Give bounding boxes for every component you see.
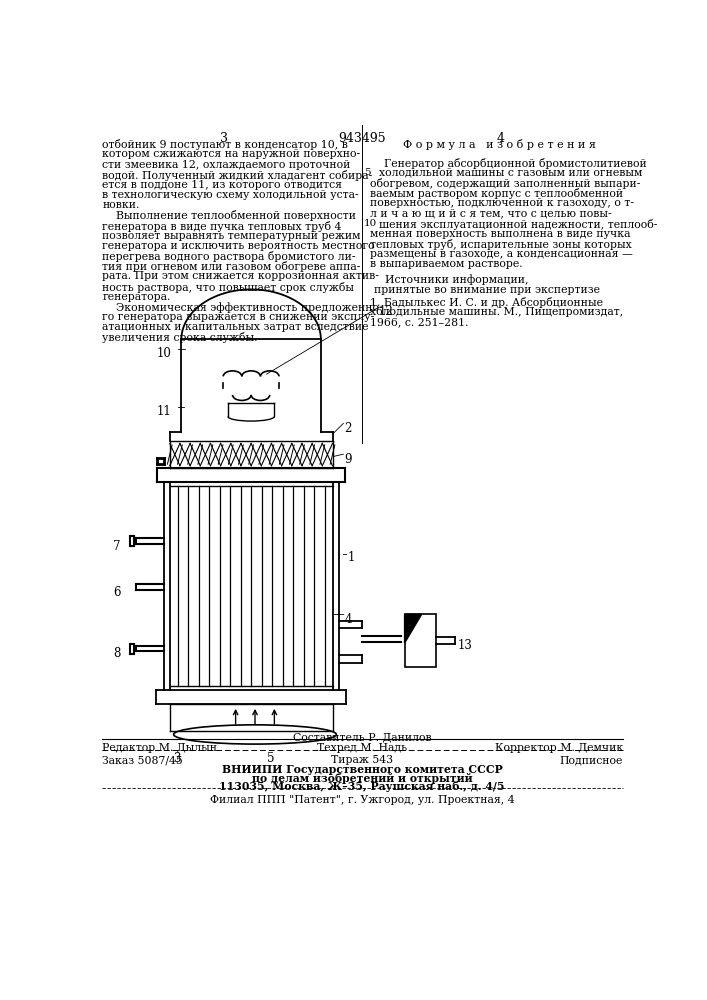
Text: 8: 8 bbox=[113, 647, 121, 660]
Text: Редактор М. Дылын: Редактор М. Дылын bbox=[103, 743, 217, 753]
Text: Корректор М. Демчик: Корректор М. Демчик bbox=[495, 743, 623, 753]
Text: принятые во внимание при экспертизе: принятые во внимание при экспертизе bbox=[373, 285, 600, 295]
Text: 13: 13 bbox=[457, 639, 472, 652]
Text: отбойник 9 поступают в конденсатор 10, в: отбойник 9 поступают в конденсатор 10, в bbox=[103, 139, 349, 150]
Text: Генератор абсорбционной бромистолитиевой: Генератор абсорбционной бромистолитиевой bbox=[370, 158, 646, 169]
Text: 9: 9 bbox=[344, 453, 351, 466]
Text: 10: 10 bbox=[156, 347, 172, 360]
Text: атационных и капитальных затрат вследствие: атационных и капитальных затрат вследств… bbox=[103, 322, 369, 332]
Text: сти змеевика 12, охлаждаемого проточной: сти змеевика 12, охлаждаемого проточной bbox=[103, 160, 351, 170]
Text: Филиал ППП "Патент", г. Ужгород, ул. Проектная, 4: Филиал ППП "Патент", г. Ужгород, ул. Про… bbox=[210, 795, 514, 805]
Text: генератора в виде пучка тепловых труб 4: генератора в виде пучка тепловых труб 4 bbox=[103, 221, 341, 232]
Text: 2: 2 bbox=[344, 422, 351, 435]
Bar bbox=[404, 614, 436, 667]
Text: Техред М. Надь: Техред М. Надь bbox=[317, 743, 407, 753]
Text: ется в поддоне 11, из которого отводится: ется в поддоне 11, из которого отводится bbox=[103, 180, 342, 190]
Text: 12: 12 bbox=[379, 305, 394, 318]
Text: 4: 4 bbox=[344, 613, 351, 626]
Text: менная поверхность выполнена в виде пучка: менная поверхность выполнена в виде пучк… bbox=[370, 229, 630, 239]
Text: 7: 7 bbox=[113, 540, 121, 553]
Text: 5: 5 bbox=[267, 752, 274, 765]
Text: 3: 3 bbox=[220, 132, 228, 145]
Text: л и ч а ю щ и й с я тем, что с целью повы-: л и ч а ю щ и й с я тем, что с целью пов… bbox=[370, 208, 612, 218]
Text: 10: 10 bbox=[364, 219, 378, 228]
Text: го генератора выражается в снижении эксплу-: го генератора выражается в снижении эксп… bbox=[103, 312, 375, 322]
Text: холодильной машины с газовым или огневым: холодильной машины с газовым или огневым bbox=[379, 168, 643, 178]
Text: 5: 5 bbox=[364, 168, 371, 177]
Text: в выпариваемом растворе.: в выпариваемом растворе. bbox=[370, 259, 522, 269]
Text: Ф о р м у л а   и з о б р е т е н и я: Ф о р м у л а и з о б р е т е н и я bbox=[403, 139, 595, 150]
Text: Подписное: Подписное bbox=[560, 755, 623, 765]
Text: ность раствора, что повышает срок службы: ность раствора, что повышает срок службы bbox=[103, 282, 354, 293]
Text: в технологическую схему холодильной уста-: в технологическую схему холодильной уста… bbox=[103, 190, 359, 200]
Text: ваемым раствором корпус с теплообменной: ваемым раствором корпус с теплообменной bbox=[370, 188, 623, 199]
Text: ВНИИПИ Государственного комитета СССР: ВНИИПИ Государственного комитета СССР bbox=[221, 764, 503, 775]
Text: обогревом, содержащий заполненный выпари-: обогревом, содержащий заполненный выпари… bbox=[370, 178, 640, 189]
Text: Тираж 543: Тираж 543 bbox=[331, 755, 393, 765]
Text: генератора.: генератора. bbox=[103, 292, 170, 302]
Text: рата. При этом снижается коррозионная актив-: рата. При этом снижается коррозионная ак… bbox=[103, 271, 379, 281]
Text: тепловых труб, испарительные зоны которых: тепловых труб, испарительные зоны которы… bbox=[370, 239, 631, 250]
Text: перегрева водного раствора бромистого ли-: перегрева водного раствора бромистого ли… bbox=[103, 251, 356, 262]
Text: 1. Бадылькес И. С. и др. Абсорбционные: 1. Бадылькес И. С. и др. Абсорбционные bbox=[370, 297, 602, 308]
Text: 11: 11 bbox=[156, 405, 171, 418]
Text: Источники информации,: Источники информации, bbox=[385, 274, 529, 285]
Text: шения эксплуатационной надежности, теплооб-: шения эксплуатационной надежности, тепло… bbox=[379, 219, 658, 230]
Text: по делам изобретений и открытий: по делам изобретений и открытий bbox=[252, 773, 472, 784]
Text: Составитель Р. Данилов: Составитель Р. Данилов bbox=[293, 732, 431, 742]
Text: 1: 1 bbox=[348, 551, 356, 564]
Text: поверхностью, подключенной к газоходу, о т-: поверхностью, подключенной к газоходу, о… bbox=[370, 198, 633, 208]
Text: котором сжижаются на наружной поверхно-: котором сжижаются на наружной поверхно- bbox=[103, 149, 361, 159]
Text: 6: 6 bbox=[113, 586, 121, 599]
Text: размещены в газоходе, а конденсационная —: размещены в газоходе, а конденсационная … bbox=[370, 249, 633, 259]
Text: 113035, Москва, Ж–35, Раушская наб., д. 4/5: 113035, Москва, Ж–35, Раушская наб., д. … bbox=[219, 781, 505, 792]
Text: Экономическая эффективность предложенно-: Экономическая эффективность предложенно- bbox=[103, 302, 383, 313]
Text: Заказ 5087/45: Заказ 5087/45 bbox=[103, 755, 183, 765]
Text: новки.: новки. bbox=[103, 200, 140, 210]
Text: тия при огневом или газовом обогреве аппа-: тия при огневом или газовом обогреве апп… bbox=[103, 261, 361, 272]
Text: 4: 4 bbox=[497, 132, 505, 145]
Text: позволяет выравнять температурный режим: позволяет выравнять температурный режим bbox=[103, 231, 361, 241]
Text: увеличения срока службы.: увеличения срока службы. bbox=[103, 332, 258, 343]
Text: Выполнение теплообменной поверхности: Выполнение теплообменной поверхности bbox=[103, 210, 356, 221]
Text: генератора и исключить вероятность местного: генератора и исключить вероятность местн… bbox=[103, 241, 375, 251]
Text: 1966, с. 251–281.: 1966, с. 251–281. bbox=[370, 317, 468, 327]
Polygon shape bbox=[404, 614, 421, 643]
Text: водой. Полученный жидкий хладагент собира-: водой. Полученный жидкий хладагент собир… bbox=[103, 170, 373, 181]
Text: 3: 3 bbox=[174, 752, 181, 765]
Text: 943495: 943495 bbox=[338, 132, 386, 145]
Text: холодильные машины. М., Пищепромиздат,: холодильные машины. М., Пищепромиздат, bbox=[370, 307, 623, 317]
